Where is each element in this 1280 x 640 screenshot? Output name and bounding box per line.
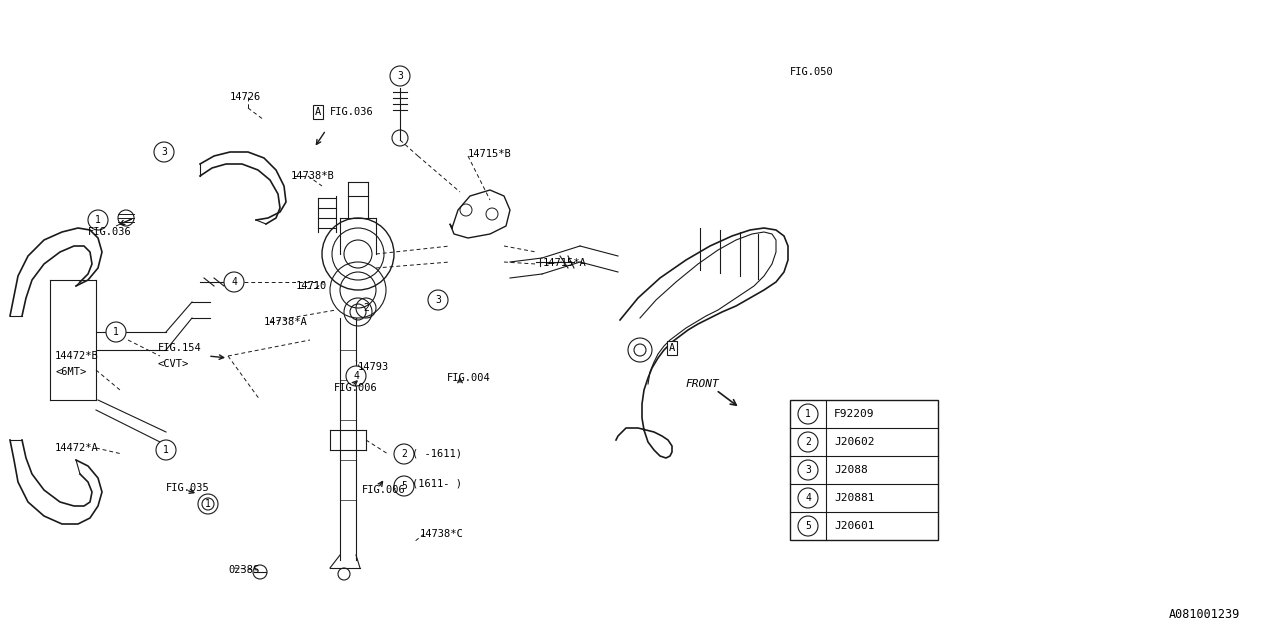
Circle shape <box>797 488 818 508</box>
Text: 1: 1 <box>113 327 119 337</box>
Text: 14726: 14726 <box>230 92 261 102</box>
Circle shape <box>797 432 818 452</box>
Circle shape <box>428 290 448 310</box>
Text: 1: 1 <box>163 445 169 455</box>
Text: 5: 5 <box>805 521 812 531</box>
Circle shape <box>797 516 818 536</box>
Text: FRONT: FRONT <box>686 379 719 389</box>
Text: 14472*A: 14472*A <box>55 443 99 453</box>
Text: FIG.004: FIG.004 <box>447 373 490 383</box>
Text: (1611- ): (1611- ) <box>412 479 462 489</box>
Text: 1: 1 <box>205 499 211 509</box>
Circle shape <box>394 476 413 496</box>
Text: A: A <box>669 343 675 353</box>
Text: FIG.035: FIG.035 <box>166 483 210 493</box>
Text: 3: 3 <box>805 465 812 475</box>
Text: J20881: J20881 <box>835 493 874 503</box>
Text: 2: 2 <box>364 303 369 313</box>
Text: FIG.154: FIG.154 <box>157 343 202 353</box>
Text: 14793: 14793 <box>358 362 389 372</box>
Text: A081001239: A081001239 <box>1169 607 1240 621</box>
Text: J20602: J20602 <box>835 437 874 447</box>
Circle shape <box>390 66 410 86</box>
Text: J2088: J2088 <box>835 465 868 475</box>
Text: J20601: J20601 <box>835 521 874 531</box>
Text: 3: 3 <box>397 71 403 81</box>
Text: 3: 3 <box>435 295 440 305</box>
Text: 14738*A: 14738*A <box>264 317 307 327</box>
Circle shape <box>154 142 174 162</box>
Text: 5: 5 <box>401 481 407 491</box>
Text: 14738*B: 14738*B <box>291 171 335 181</box>
Circle shape <box>106 322 125 342</box>
Text: FIG.036: FIG.036 <box>330 107 374 117</box>
Text: 2: 2 <box>805 437 812 447</box>
Text: 3: 3 <box>161 147 166 157</box>
Text: FIG.006: FIG.006 <box>334 383 378 393</box>
Circle shape <box>88 210 108 230</box>
Text: FIG.036: FIG.036 <box>88 227 132 237</box>
Text: <CVT>: <CVT> <box>157 359 189 369</box>
Bar <box>790 400 938 540</box>
Text: <6MT>: <6MT> <box>55 367 86 377</box>
Circle shape <box>797 404 818 424</box>
Circle shape <box>356 298 376 318</box>
Text: 4: 4 <box>805 493 812 503</box>
Text: 14472*B: 14472*B <box>55 351 99 361</box>
Text: 14710: 14710 <box>296 281 328 291</box>
Text: 2: 2 <box>401 449 407 459</box>
Text: 4: 4 <box>353 371 358 381</box>
Circle shape <box>394 444 413 464</box>
Text: F92209: F92209 <box>835 409 874 419</box>
Text: A: A <box>315 107 321 117</box>
Text: 14715*A: 14715*A <box>543 258 586 268</box>
Text: 14738*C: 14738*C <box>420 529 463 539</box>
Text: FIG.050: FIG.050 <box>790 67 833 77</box>
Text: 0238S: 0238S <box>228 565 260 575</box>
Text: 4: 4 <box>232 277 237 287</box>
Circle shape <box>198 494 218 514</box>
Circle shape <box>346 366 366 386</box>
Text: 14715*B: 14715*B <box>468 149 512 159</box>
Text: FIG.006: FIG.006 <box>362 485 406 495</box>
Text: 1: 1 <box>95 215 101 225</box>
Circle shape <box>156 440 177 460</box>
Circle shape <box>797 460 818 480</box>
Text: ( -1611): ( -1611) <box>412 449 462 459</box>
Circle shape <box>224 272 244 292</box>
Text: 1: 1 <box>805 409 812 419</box>
